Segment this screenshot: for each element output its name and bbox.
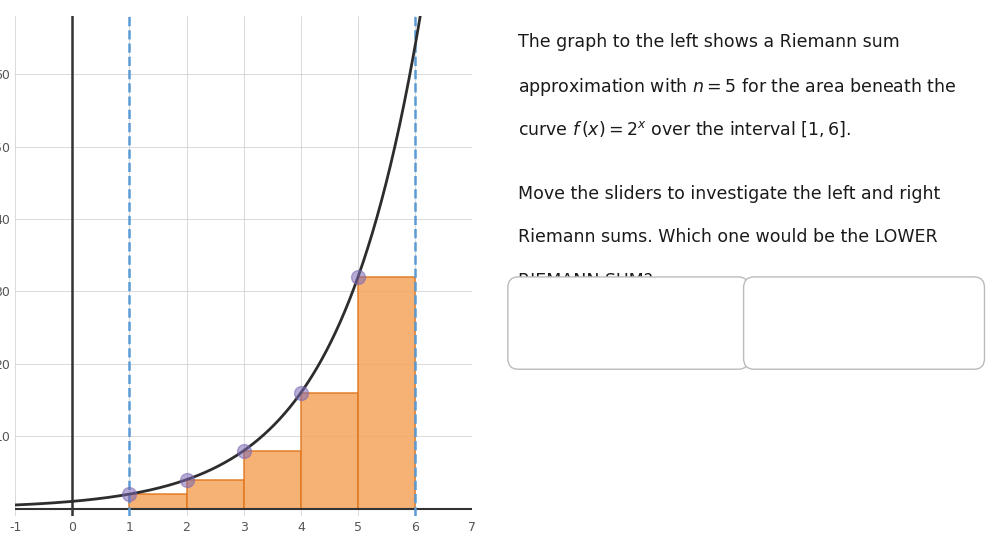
Point: [235, 446, 251, 455]
Bar: [244, 451, 300, 509]
Point: [350, 273, 366, 281]
FancyBboxPatch shape: [508, 277, 749, 369]
Text: Right Riemann sum: Right Riemann sum: [789, 315, 940, 331]
Text: curve $f\,(x) = 2^x$ over the interval $\left[1,6\right]$.: curve $f\,(x) = 2^x$ over the interval $…: [519, 119, 851, 139]
Bar: [130, 494, 187, 509]
FancyBboxPatch shape: [744, 277, 985, 369]
Text: RIEMANN SUM?: RIEMANN SUM?: [519, 272, 653, 289]
Point: [179, 475, 195, 484]
Text: Riemann sums. Which one would be the LOWER: Riemann sums. Which one would be the LOW…: [519, 228, 938, 246]
Text: Left Riemann sum: Left Riemann sum: [559, 315, 697, 331]
Point: [292, 388, 309, 397]
Text: The graph to the left shows a Riemann sum: The graph to the left shows a Riemann su…: [519, 33, 899, 50]
Text: Move the sliders to investigate the left and right: Move the sliders to investigate the left…: [519, 185, 941, 203]
Bar: [187, 479, 244, 509]
Text: approximation with $n = 5$ for the area beneath the: approximation with $n = 5$ for the area …: [519, 76, 957, 98]
Point: [122, 490, 138, 498]
Bar: [358, 277, 415, 509]
Bar: [300, 393, 358, 509]
